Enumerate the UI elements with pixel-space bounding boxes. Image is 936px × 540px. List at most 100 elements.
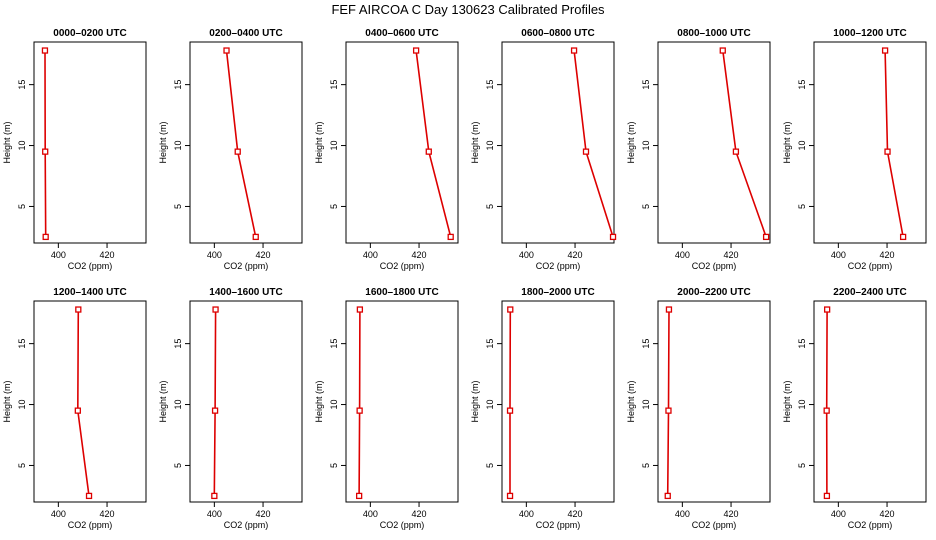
y-tick-label: 15 (17, 80, 27, 90)
y-tick-label: 10 (797, 400, 807, 410)
chart-panel: 2200–2400 UTC 400 420 5 10 15 CO2 (ppm) Height … (782, 287, 927, 530)
plot-frame (501, 300, 615, 503)
x-tick-label: 400 (51, 250, 66, 260)
y-axis-label: Height (m) (470, 380, 480, 422)
profile-line (44, 50, 47, 237)
x-tick-label: 420 (100, 250, 115, 260)
plot-frame (189, 300, 303, 503)
data-point (881, 47, 889, 54)
x-tick-label: 400 (519, 509, 534, 519)
y-tick-label: 5 (485, 463, 495, 468)
chart-panel: 1400–1600 UTC 400 420 5 10 15 CO2 (ppm) Height … (158, 287, 303, 530)
x-axis-label: CO2 (ppm) (68, 261, 113, 271)
x-tick-label: 420 (880, 250, 895, 260)
data-point (570, 47, 578, 54)
data-point (507, 306, 514, 313)
data-point (823, 407, 830, 414)
data-point (211, 407, 219, 414)
data-point (762, 233, 770, 241)
data-point (355, 492, 363, 500)
y-axis-label: Height (m) (470, 121, 480, 163)
y-tick-label: 10 (641, 400, 651, 410)
panel-title: 1800–2000 UTC (521, 287, 594, 298)
data-point (212, 306, 219, 313)
data-point (719, 47, 726, 54)
y-axis-label: Height (m) (314, 121, 324, 163)
panel-title: 2200–2400 UTC (833, 287, 906, 298)
data-point (234, 148, 241, 155)
data-point (42, 233, 49, 241)
y-tick-label: 5 (329, 204, 339, 209)
plot-frame (813, 41, 927, 244)
chart-panel: 0600–0800 UTC 400 420 5 10 15 CO2 (ppm) Height … (470, 28, 617, 271)
data-point (823, 492, 831, 500)
y-tick-label: 5 (641, 204, 651, 209)
y-tick-label: 5 (173, 204, 183, 209)
y-tick-label: 5 (797, 463, 807, 468)
x-tick-label: 420 (568, 509, 583, 519)
y-tick-label: 10 (485, 141, 495, 151)
y-axis-label: Height (m) (158, 121, 168, 163)
y-tick-label: 5 (329, 463, 339, 468)
panel-title: 1000–1200 UTC (833, 28, 906, 39)
chart-panel: 2000–2200 UTC 400 420 5 10 15 CO2 (ppm) Height … (626, 287, 771, 530)
plot-frame (33, 41, 147, 244)
data-point (75, 306, 82, 313)
x-tick-label: 400 (207, 250, 222, 260)
x-tick-label: 400 (207, 509, 222, 519)
plot-frame (189, 41, 303, 244)
data-point (506, 407, 514, 414)
panel-title: 1400–1600 UTC (209, 287, 282, 298)
x-axis-label: CO2 (ppm) (536, 520, 581, 530)
plot-frame (657, 300, 771, 503)
plot-frame (33, 300, 147, 503)
y-tick-label: 10 (173, 400, 183, 410)
panel-title: 0000–0200 UTC (53, 28, 126, 39)
plot-frame (813, 300, 927, 503)
y-tick-label: 10 (329, 400, 339, 410)
y-tick-label: 5 (641, 463, 651, 468)
y-axis-label: Height (m) (626, 121, 636, 163)
x-axis-label: CO2 (ppm) (68, 520, 113, 530)
data-point (884, 148, 891, 155)
chart-panel: 1800–2000 UTC 400 420 5 10 15 CO2 (ppm) Height … (470, 287, 615, 530)
y-tick-label: 10 (173, 141, 183, 151)
y-tick-label: 15 (329, 80, 339, 90)
plot-frame (657, 41, 771, 244)
data-point (41, 47, 49, 54)
y-tick-label: 10 (641, 141, 651, 151)
x-axis-label: CO2 (ppm) (536, 261, 581, 271)
data-point (823, 306, 831, 313)
data-point (223, 47, 230, 54)
x-tick-label: 400 (831, 509, 846, 519)
x-tick-label: 400 (675, 509, 690, 519)
x-tick-label: 420 (724, 509, 739, 519)
x-tick-label: 420 (412, 509, 427, 519)
data-point (252, 233, 259, 241)
data-point (211, 492, 218, 500)
data-point (356, 407, 363, 414)
x-tick-label: 420 (100, 509, 115, 519)
plot-frame (345, 41, 459, 244)
data-point (85, 492, 93, 500)
panel-title: 0600–0800 UTC (521, 28, 594, 39)
x-tick-label: 420 (412, 250, 427, 260)
data-point (609, 233, 617, 241)
y-axis-label: Height (m) (314, 380, 324, 422)
y-tick-label: 15 (641, 339, 651, 349)
x-axis-label: CO2 (ppm) (380, 520, 425, 530)
panel-title: 0800–1000 UTC (677, 28, 750, 39)
x-axis-label: CO2 (ppm) (224, 261, 269, 271)
y-tick-label: 15 (797, 80, 807, 90)
data-point (732, 148, 740, 155)
y-tick-label: 15 (17, 339, 27, 349)
y-tick-label: 15 (329, 339, 339, 349)
y-tick-label: 5 (797, 204, 807, 209)
y-tick-label: 15 (485, 339, 495, 349)
x-tick-label: 400 (363, 250, 378, 260)
y-axis-label: Height (m) (782, 380, 792, 422)
data-point (412, 47, 420, 54)
x-axis-label: CO2 (ppm) (692, 261, 737, 271)
